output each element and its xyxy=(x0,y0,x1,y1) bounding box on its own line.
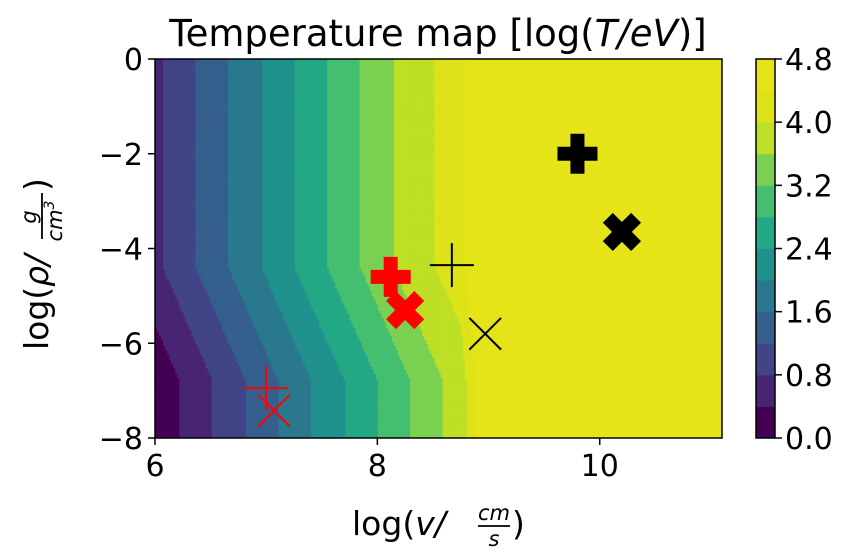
chart-title: Temperature map [log(T/eV)] xyxy=(168,12,706,55)
heatmap-contours xyxy=(155,59,723,439)
